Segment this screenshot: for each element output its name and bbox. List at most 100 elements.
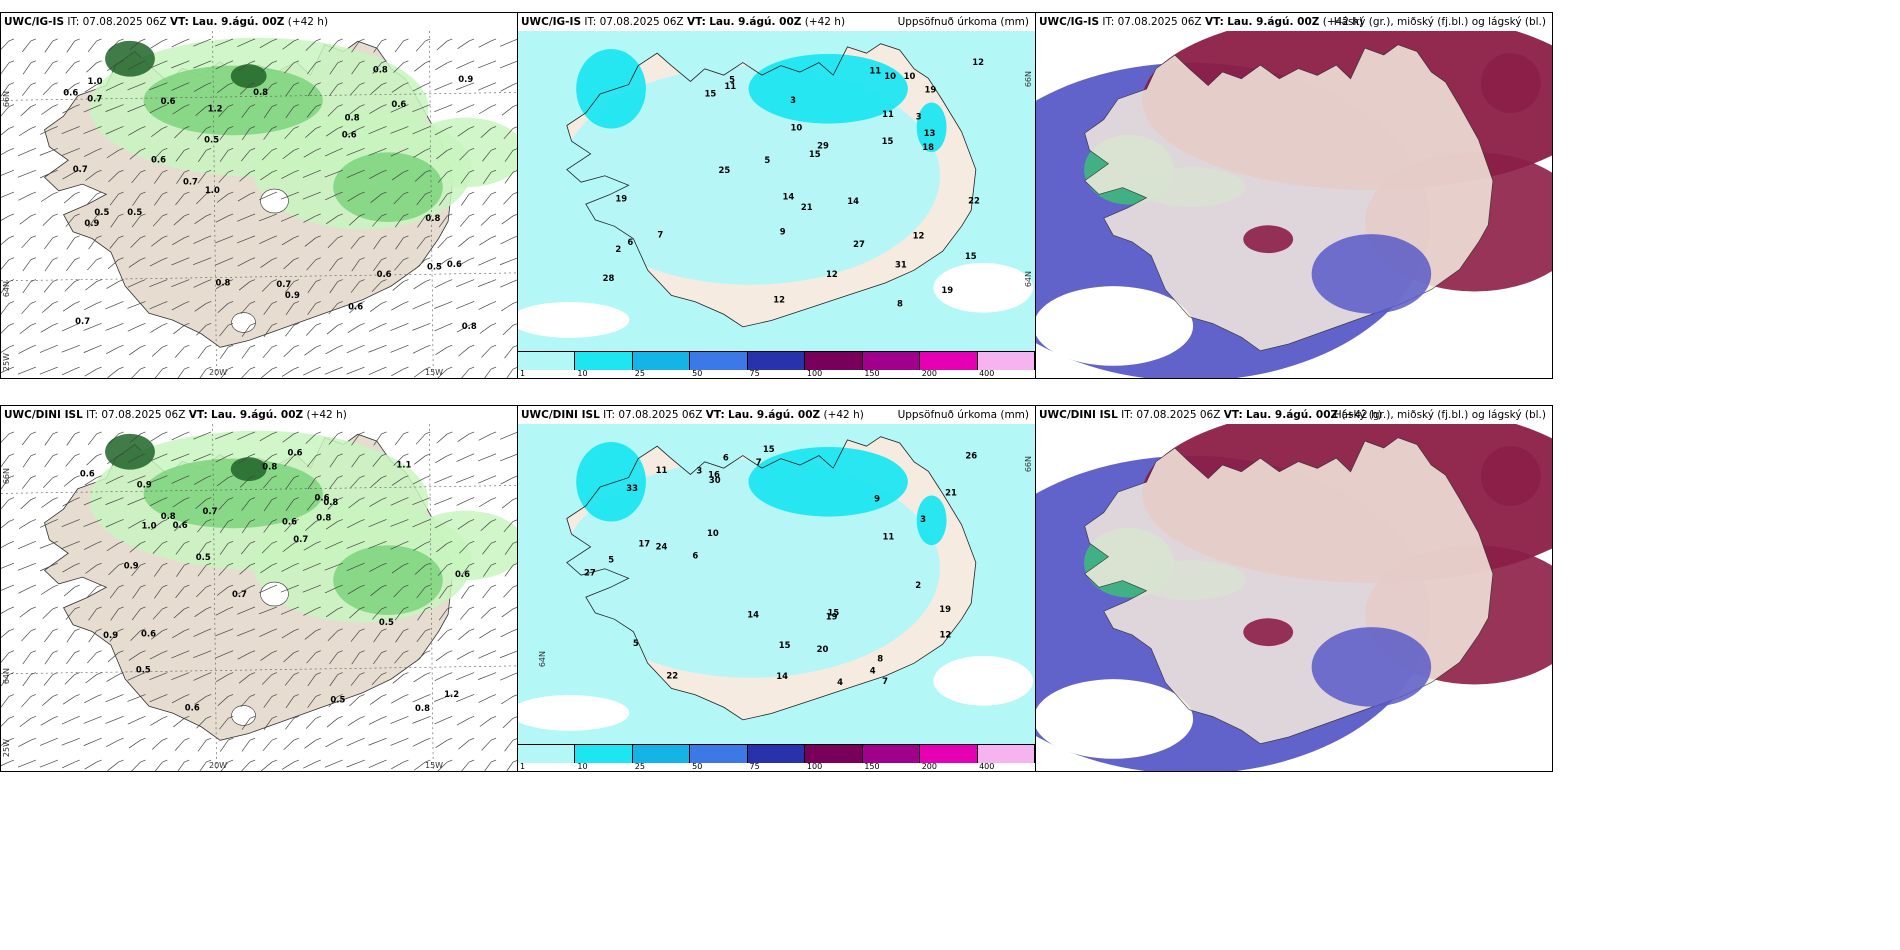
value-label: 0.6 (173, 520, 188, 530)
wind-barb-flag (425, 82, 431, 86)
wind-barb (437, 630, 448, 642)
dry-area (518, 695, 630, 731)
value-label: 22 (666, 670, 678, 680)
wind-barb-flag (227, 257, 234, 261)
precip-map[interactable]: 10 10 12 15 29 25 31 12 19 28 27 22 21 15 11 12 15 19 18 15… (518, 31, 1035, 352)
wind-barb (237, 193, 251, 202)
wind-barb (501, 499, 514, 509)
wind-barb-flag (52, 519, 58, 522)
wind-barb-flag (162, 322, 168, 326)
wind-barb-flag (74, 628, 80, 632)
wind-barb-flag (96, 257, 102, 261)
value-label: 0.9 (124, 561, 139, 571)
wind-barb (261, 150, 273, 161)
value-label: 12 (940, 630, 952, 640)
precip-map[interactable]: 11 33 27 30 26 14 15 15 19 21 16 15 20 17 22 14 24 19 11 7 9… (518, 424, 1035, 745)
precip-colorbar (518, 744, 1035, 763)
wind-barb-flag (447, 104, 453, 107)
wind-barb (108, 40, 119, 52)
wind-map[interactable]: 0.5 0.6 0.7 0.9 0.6 0.5 0.6 0.7 0.5 0.6 0.8 1.0 0.9 0… (1, 31, 517, 378)
wind-barb (481, 739, 492, 751)
wind-barb (152, 150, 163, 161)
cloud-panel-ig: UWC/IG-IS IT: 07.08.2025 06Z VT: Lau. 9.… (1035, 12, 1553, 379)
wind-barb (373, 652, 382, 665)
wind-barb (346, 564, 360, 571)
wind-barb-flag (249, 672, 256, 675)
wind-barb (303, 761, 316, 769)
wind-barb (22, 433, 32, 446)
wind-barb-flag (447, 279, 453, 282)
wind-barb-flag (403, 672, 409, 675)
lead-time: (+42 h) (287, 16, 329, 28)
wind-barb (219, 325, 229, 337)
wind-barb-flag (118, 737, 124, 741)
lon-label-20w: 20W (209, 761, 228, 770)
wind-barb (22, 455, 32, 468)
wind-barb (86, 455, 97, 466)
wind-barb (84, 761, 97, 770)
wind-barb (258, 215, 273, 222)
lon-line (428, 424, 434, 771)
wind-barb-flag (425, 104, 431, 107)
wind-barb (218, 171, 229, 183)
wind-barb (39, 149, 53, 156)
wind-barb-flag (512, 82, 517, 86)
wind-barb-flag (447, 541, 453, 544)
wind-barb (215, 215, 229, 223)
wind-barb-flag (469, 169, 475, 173)
wind-barb (307, 84, 317, 97)
wind-barb-flag (359, 759, 365, 763)
wind-barb (394, 215, 404, 228)
wind-barb-flag (425, 366, 431, 370)
wind-barb-flag (140, 497, 146, 500)
high-cloud (1243, 618, 1294, 647)
wind-barb (456, 455, 470, 462)
wind-barb-flag (381, 715, 387, 719)
wind-barb-flag (227, 715, 234, 719)
wind-barb (197, 564, 207, 577)
cloud-map[interactable] (1036, 31, 1552, 378)
cloud-map[interactable] (1036, 424, 1552, 771)
wind-barb-flag (8, 169, 15, 173)
wind-barb-flag (337, 213, 343, 217)
wind-barb-flag (271, 191, 278, 195)
wind-barb-flag (74, 672, 80, 675)
value-label: 0.7 (73, 164, 88, 174)
wind-barb-flag (162, 497, 168, 500)
wind-barb (154, 564, 163, 577)
wind-barb (196, 586, 207, 598)
wind-barb (438, 215, 448, 228)
wind-barb-flag (271, 628, 278, 632)
wind-barb (479, 630, 492, 639)
wind-barb (390, 324, 404, 331)
wind-barb-flag (118, 148, 124, 151)
wind-barb-flag (249, 519, 256, 522)
wind-barb (176, 564, 185, 577)
wind-barb-flag (8, 301, 15, 304)
colorbar-cell (920, 745, 978, 763)
wind-barb (83, 106, 97, 113)
wind-barb-flag (206, 628, 212, 632)
wind-barb (480, 521, 492, 532)
wind-barb (373, 630, 382, 643)
wind-barb (106, 281, 119, 289)
value-label: 8 (897, 299, 903, 309)
wind-barb-flag (271, 475, 278, 479)
precip-area (748, 446, 908, 517)
wind-barb-flag (74, 344, 80, 348)
wind-barb (456, 259, 470, 267)
value-label: 0.5 (136, 665, 151, 675)
value-label: 0.6 (288, 448, 303, 458)
wind-barb-flag (8, 606, 15, 610)
wind-barb-flag (184, 104, 190, 107)
wind-barb-flag (52, 126, 58, 129)
wind-map[interactable]: 0.6 0.8 0.5 0.6 0.9 1.0 0.8 0.7 0.5 1.2 0.9 0.8 0.6 0… (1, 424, 517, 771)
wind-barb-flag (271, 606, 278, 610)
wind-barb-flag (403, 715, 409, 719)
wind-barb-flag (184, 344, 190, 348)
wind-barb (150, 40, 163, 49)
wind-barb-flag (337, 126, 343, 129)
wind-barb (395, 237, 404, 250)
wind-barb (171, 259, 185, 266)
wind-barb (174, 128, 185, 139)
